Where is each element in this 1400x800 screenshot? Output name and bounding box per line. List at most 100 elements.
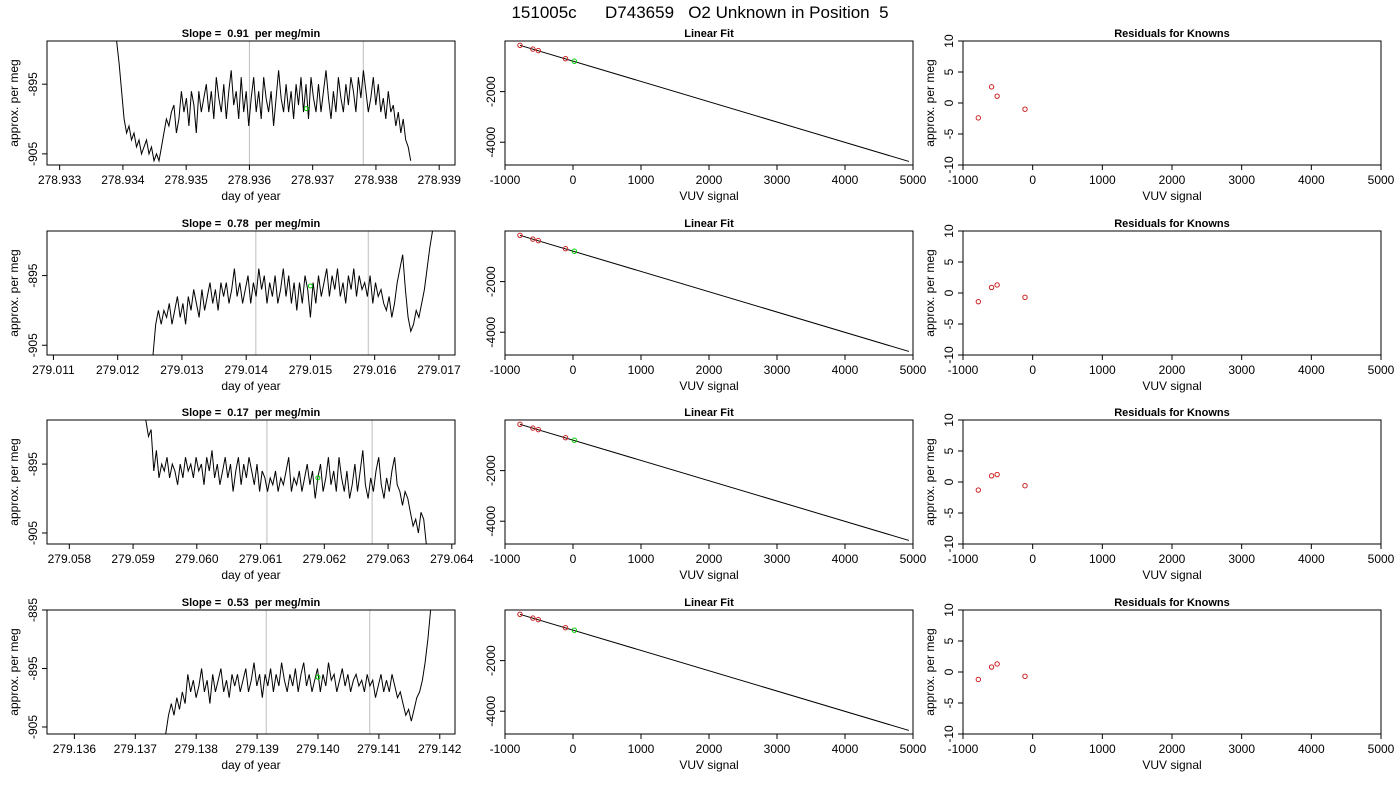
- x-tick-label: 2000: [696, 742, 723, 756]
- x-axis: -1000 0 1000 2000 3000 4000 5000: [948, 734, 1395, 756]
- x-tick-label: 279.064: [430, 552, 474, 566]
- x-tick-label: -1000: [948, 363, 979, 377]
- x-tick-label: 1000: [1089, 173, 1116, 187]
- residual-point: [988, 84, 995, 90]
- x-tick-label: 3000: [764, 363, 791, 377]
- x-tick-label: 5000: [900, 363, 927, 377]
- panel-title: Residuals for Knowns: [1114, 597, 1230, 609]
- y-tick-label: -5: [942, 318, 956, 329]
- x-tick-label: 279.141: [357, 742, 401, 756]
- x-tick-label: 5000: [900, 742, 927, 756]
- y-tick-label: 5: [942, 637, 956, 644]
- y-axis: 10 5 0 -5 -10: [942, 34, 963, 174]
- x-tick-label: -1000: [490, 363, 521, 377]
- x-tick-label: 2000: [1159, 363, 1186, 377]
- plot-frame: [46, 230, 456, 356]
- y-axis: 10 5 0 -5 -10: [942, 413, 963, 553]
- plot-frame: [46, 40, 456, 166]
- x-axis: -1000 0 1000 2000 3000 4000 5000: [490, 355, 927, 377]
- panel-linear-fit-row2: Linear Fit -1000 0 1000 2000 3000 4000 5000 VUV …: [484, 218, 927, 393]
- plot-frame: [962, 609, 1382, 735]
- x-tick-label: 0: [570, 173, 577, 187]
- residual-point: [1022, 483, 1028, 489]
- panel-title: Linear Fit: [684, 407, 734, 419]
- plot-area: [975, 282, 1028, 305]
- x-tick-label: 4000: [832, 742, 859, 756]
- y-tick-label: -5: [942, 697, 956, 708]
- y-tick-label: 10: [942, 34, 956, 48]
- y-tick-label: -885: [26, 598, 40, 622]
- known-point: [562, 435, 569, 441]
- x-tick-label: 5000: [1368, 742, 1395, 756]
- x-tick-label: 278.936: [228, 173, 272, 187]
- x-tick-label: 1000: [1089, 742, 1116, 756]
- x-tick-label: 278.935: [164, 173, 208, 187]
- x-tick-label: 1000: [628, 363, 655, 377]
- plot-frame: [46, 609, 456, 735]
- y-tick-label: -10: [942, 156, 956, 174]
- x-tick-label: 279.015: [289, 363, 333, 377]
- x-tick-label: 3000: [1228, 173, 1255, 187]
- x-tick-label: 278.933: [38, 173, 82, 187]
- y-tick-label: 5: [942, 68, 956, 75]
- unknown-mean-marker: [315, 674, 321, 680]
- x-axis: -1000 0 1000 2000 3000 4000 5000: [948, 165, 1395, 187]
- residual-point: [994, 282, 1000, 288]
- x-tick-label: 278.937: [291, 173, 335, 187]
- x-tick-label: 279.063: [366, 552, 410, 566]
- x-tick-label: 4000: [832, 552, 859, 566]
- y-tick-label: 0: [942, 289, 956, 296]
- residual-point: [988, 284, 995, 291]
- x-tick-label: 2000: [696, 363, 723, 377]
- y-axis: -895 -905: [26, 452, 47, 545]
- x-tick-label: 279.136: [53, 742, 97, 756]
- residual-point: [975, 298, 982, 305]
- x-tick-label: 0: [570, 552, 577, 566]
- known-point: [530, 615, 536, 621]
- x-tick-label: 278.939: [417, 173, 461, 187]
- y-axis-label: approx. per meg: [923, 59, 937, 146]
- plot-area: [145, 420, 427, 544]
- x-axis: -1000 0 1000 2000 3000 4000 5000: [490, 734, 927, 756]
- y-tick-label: -5: [942, 507, 956, 518]
- y-axis-label: approx. per meg: [7, 438, 21, 525]
- y-axis-label: approx. per meg: [7, 59, 21, 146]
- known-point: [535, 616, 542, 623]
- x-tick-label: -1000: [490, 742, 521, 756]
- x-tick-label: 279.142: [418, 742, 462, 756]
- x-tick-label: 2000: [696, 552, 723, 566]
- x-axis: 278.933 278.934 278.935 278.936 278.937 278.9…: [38, 165, 461, 187]
- y-tick-label: -2000: [484, 455, 498, 486]
- x-tick-label: 279.016: [353, 363, 397, 377]
- y-tick-label: -905: [26, 521, 40, 545]
- y-axis-label: approx. per meg: [923, 438, 937, 525]
- x-tick-label: 1000: [628, 173, 655, 187]
- x-axis-label: VUV signal: [679, 379, 738, 393]
- y-axis: -895 -905: [26, 263, 47, 357]
- panel-title: Linear Fit: [684, 597, 734, 609]
- unknown-point: [571, 437, 578, 443]
- fit-line: [519, 613, 910, 731]
- residual-point: [988, 664, 995, 670]
- unknown-mean-marker: [315, 475, 321, 481]
- y-tick-label: -895: [26, 656, 40, 680]
- y-tick-label: -4000: [484, 506, 498, 537]
- x-tick-label: 3000: [1228, 552, 1255, 566]
- x-tick-label: -1000: [490, 552, 521, 566]
- plot-frame: [504, 609, 914, 735]
- x-axis: 279.011 279.012 279.013 279.014 279.015 279.0…: [32, 355, 461, 377]
- x-tick-label: -1000: [948, 173, 979, 187]
- y-tick-label: -905: [26, 142, 40, 166]
- panel-title: Slope = 0.53 per meg/min: [182, 597, 321, 609]
- x-tick-label: 5000: [1368, 363, 1395, 377]
- x-tick-label: 3000: [1228, 742, 1255, 756]
- residual-point: [994, 471, 1000, 478]
- plot-area: [975, 84, 1028, 121]
- x-tick-label: 3000: [764, 552, 791, 566]
- panel-residuals-row3: Residuals for Knowns -1000 0 1000 2000 3000 40…: [923, 407, 1395, 582]
- x-tick-label: -1000: [948, 552, 979, 566]
